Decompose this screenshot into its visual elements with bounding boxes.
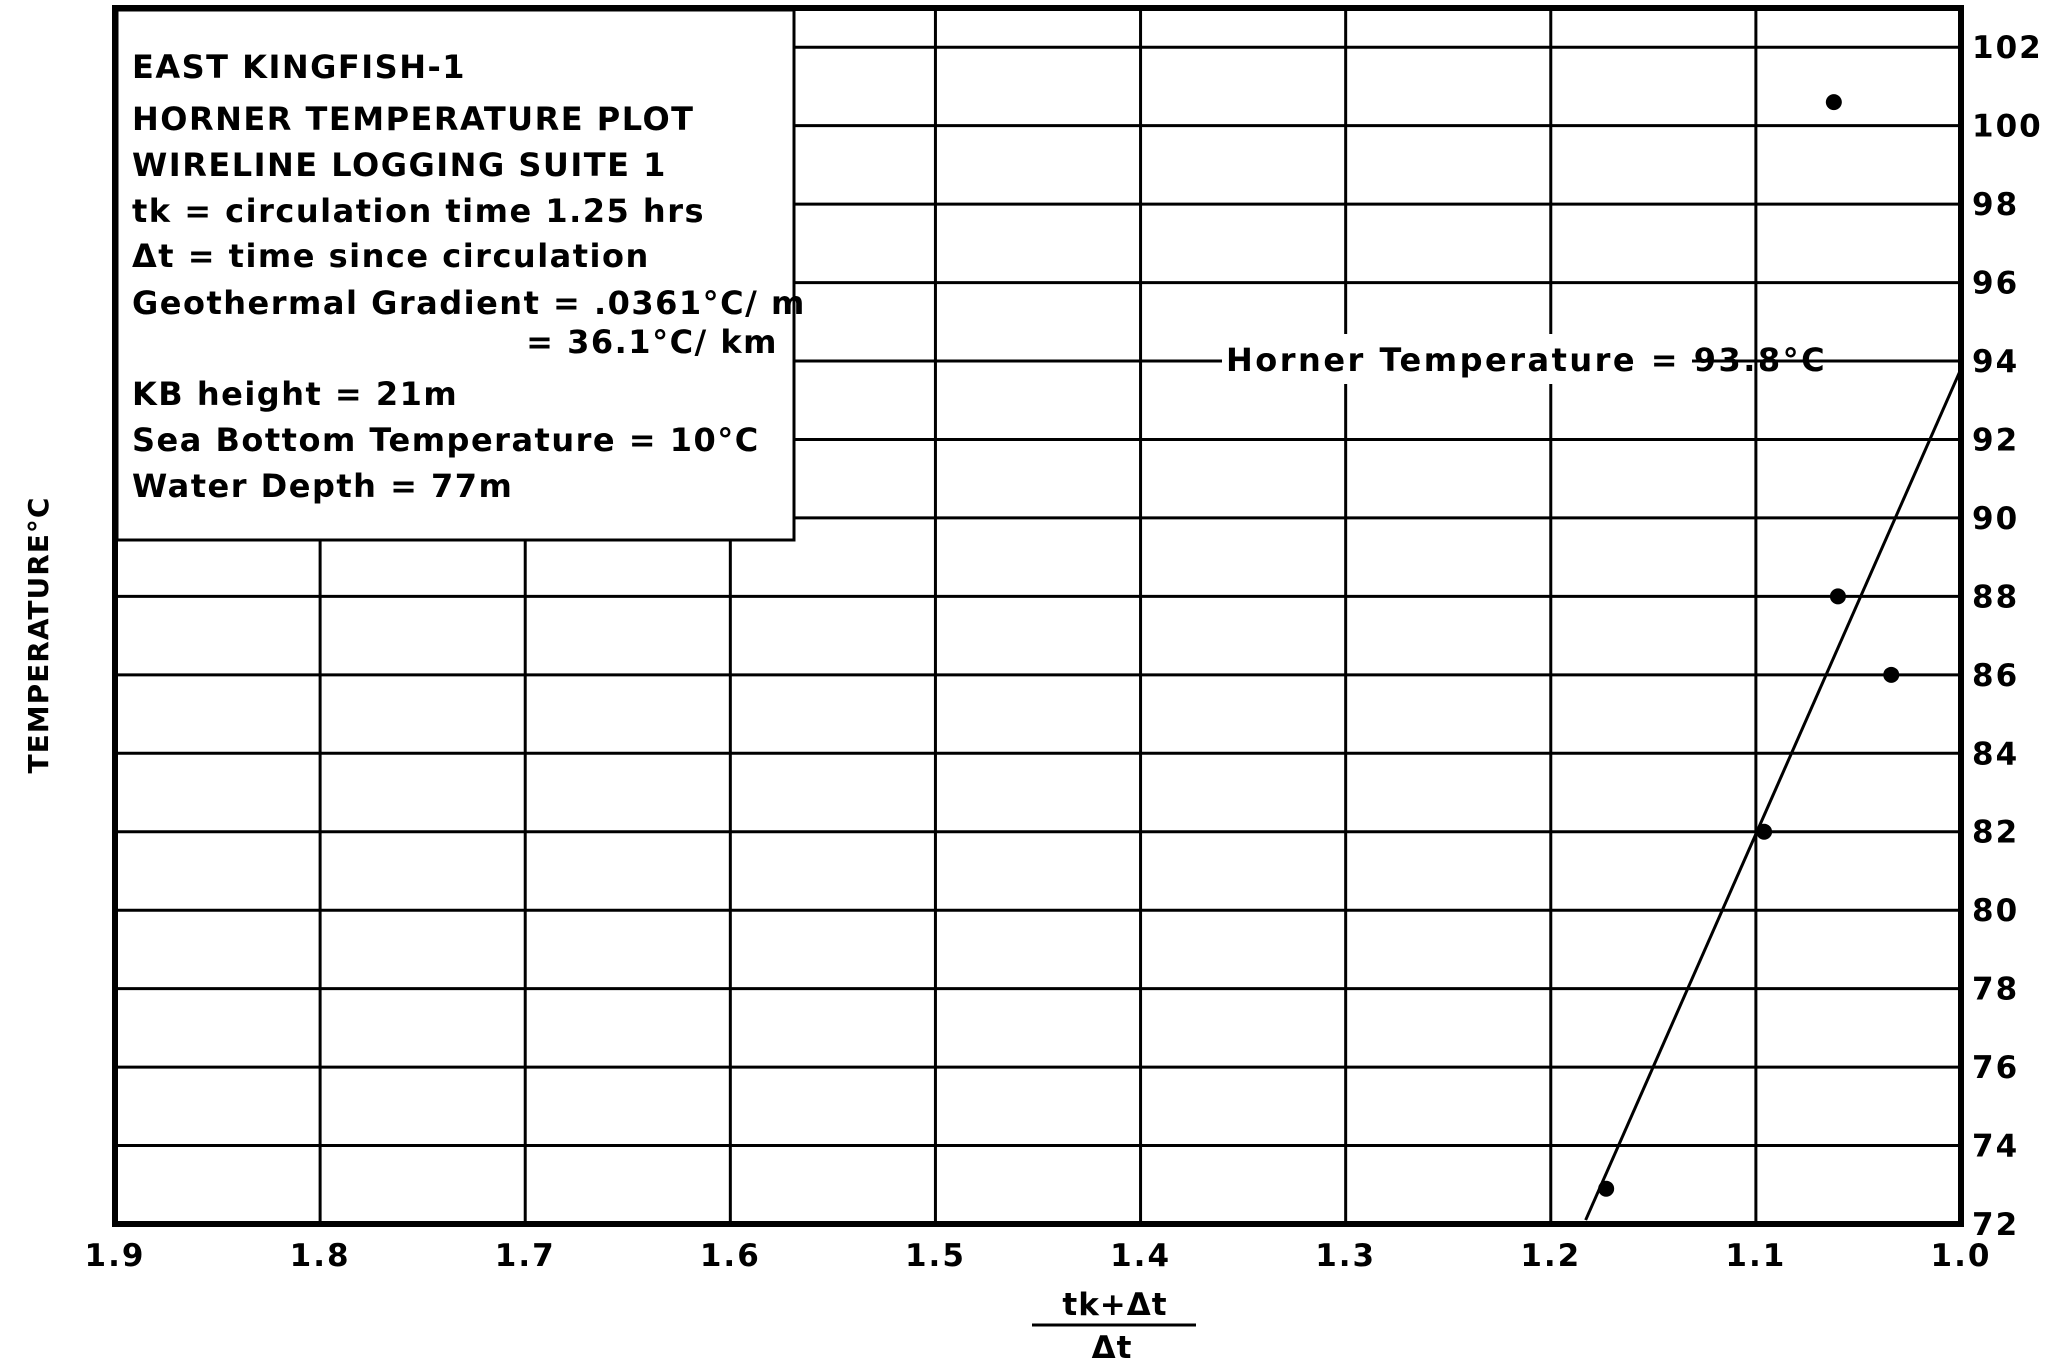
x-tick-label: 1.5	[905, 1238, 966, 1274]
plot-subtitle: HORNER TEMPERATURE PLOT	[132, 100, 695, 138]
x-axis-title-numerator: tk+Δt	[1062, 1287, 1167, 1323]
water-depth: Water Depth = 77m	[132, 467, 513, 505]
chart-title: EAST KINGFISH-1	[132, 48, 466, 86]
logging-suite: WIRELINE LOGGING SUITE 1	[132, 146, 667, 184]
sea-bottom-temperature: Sea Bottom Temperature = 10°C	[132, 421, 760, 459]
kb-height: KB height = 21m	[132, 375, 458, 413]
x-tick-label: 1.8	[290, 1238, 351, 1274]
delta-t-definition: Δt = time since circulation	[132, 237, 650, 275]
data-point	[1756, 823, 1773, 840]
data-points-layer	[1598, 94, 1900, 1197]
circulation-time: tk = circulation time 1.25 hrs	[132, 192, 705, 230]
x-axis-title: tk+Δt Δt	[1032, 1287, 1196, 1363]
y-tick-label: 94	[1972, 344, 2019, 380]
data-point	[1825, 94, 1842, 111]
y-tick-label: 84	[1972, 736, 2019, 772]
annotation-backdrop	[1222, 334, 1692, 384]
fit-line-layer	[1584, 368, 1963, 1221]
y-tick-label: 78	[1972, 972, 2019, 1008]
y-tick-label: 76	[1972, 1050, 2019, 1086]
y-tick-label: 86	[1972, 658, 2019, 694]
geothermal-gradient-m: Geothermal Gradient = .0361°C/ m	[132, 284, 806, 322]
data-point	[1829, 588, 1846, 605]
y-tick-label: 90	[1972, 501, 2019, 537]
y-tick-label: 92	[1972, 422, 2019, 458]
y-axis-title: TEMPERATURE°C	[22, 497, 55, 774]
data-point	[1598, 1180, 1615, 1197]
info-box-text: EAST KINGFISH-1 HORNER TEMPERATURE PLOT …	[132, 48, 806, 505]
x-tick-label: 1.3	[1315, 1238, 1376, 1274]
info-box	[115, 8, 796, 542]
data-point	[1883, 666, 1900, 683]
y-tick-label: 82	[1972, 815, 2019, 851]
y-tick-label: 98	[1972, 187, 2019, 223]
y-tick-label: 100	[1972, 109, 2043, 145]
y-tick-label: 72	[1972, 1207, 2019, 1243]
x-tick-label: 1.7	[495, 1238, 556, 1274]
x-tick-label: 1.9	[85, 1238, 146, 1274]
geothermal-gradient-km: = 36.1°C/ km	[526, 323, 778, 361]
tick-labels: 1.9 1.8 1.7 1.6 1.5 1.4 1.3 1.2 1.1 1.072 74 76 78 80…	[85, 30, 2043, 1274]
x-tick-label: 1.1	[1725, 1238, 1786, 1274]
y-tick-label: 96	[1972, 266, 2019, 302]
horner-temperature-annotation: Horner Temperature = 93.8°C	[1226, 341, 1827, 379]
x-tick-label: 1.2	[1520, 1238, 1581, 1274]
x-axis-title-denominator: Δt	[1092, 1330, 1133, 1363]
plot-frame	[112, 5, 1964, 1227]
y-tick-label: 102	[1972, 30, 2043, 66]
x-tick-label: 1.6	[700, 1238, 761, 1274]
y-tick-label: 80	[1972, 893, 2019, 929]
x-tick-label: 1.4	[1110, 1238, 1171, 1274]
horner-fit-line	[1584, 368, 1963, 1221]
y-tick-label: 74	[1972, 1129, 2019, 1165]
x-tick-label: 1.0	[1931, 1238, 1992, 1274]
y-tick-label: 88	[1972, 579, 2019, 615]
